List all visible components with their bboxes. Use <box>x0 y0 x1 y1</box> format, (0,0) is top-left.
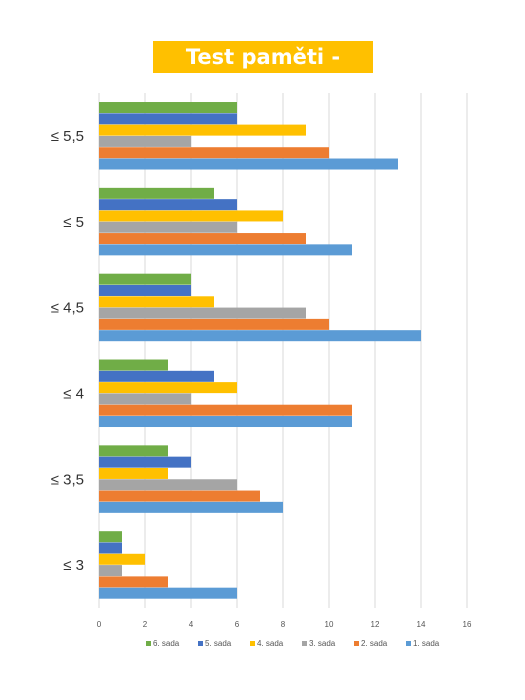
legend-swatch <box>146 641 151 646</box>
bar-2-sada-0 <box>99 576 168 588</box>
bar-3-sada-3 <box>99 307 306 319</box>
bar-4-sada-3 <box>99 296 214 308</box>
category-label: ≤ 5,5 <box>51 128 84 145</box>
bar-1-sada-3 <box>99 330 421 342</box>
bar-4-sada-0 <box>99 553 145 565</box>
legend-label: 2. sada <box>361 639 388 648</box>
category-label: ≤ 3,5 <box>51 471 84 488</box>
bar-1-sada-2 <box>99 416 352 428</box>
x-tick-label: 14 <box>417 620 426 629</box>
x-tick-label: 6 <box>235 620 240 629</box>
x-tick-labels: 0 2 4 6 8 10 12 14 16 <box>97 620 472 629</box>
category-label: ≤ 5 <box>63 214 84 231</box>
category-label: ≤ 3 <box>63 557 84 574</box>
bar-1-sada-1 <box>99 501 283 513</box>
bar-5-sada-3 <box>99 284 191 296</box>
bar-6-sada-5 <box>99 102 237 114</box>
bar-5-sada-5 <box>99 113 237 125</box>
legend-swatch <box>406 641 411 646</box>
bar-4-sada-2 <box>99 382 237 394</box>
x-tick-label: 2 <box>143 620 148 629</box>
legend-swatch <box>354 641 359 646</box>
bar-2-sada-5 <box>99 147 329 159</box>
bar-2-sada-3 <box>99 318 329 330</box>
x-tick-label: 16 <box>463 620 472 629</box>
x-tick-label: 4 <box>189 620 194 629</box>
gridlines <box>98 93 468 608</box>
bar-1-sada-4 <box>99 244 352 256</box>
bar-2-sada-4 <box>99 233 306 245</box>
bar-6-sada-1 <box>99 445 168 457</box>
bar-6-sada-2 <box>99 359 168 371</box>
legend-label: 1. sada <box>413 639 440 648</box>
bar-2-sada-2 <box>99 404 352 416</box>
legend-swatch <box>250 641 255 646</box>
legend-label: 3. sada <box>309 639 336 648</box>
bar-5-sada-1 <box>99 456 191 468</box>
legend-label: 6. sada <box>153 639 180 648</box>
chart-title: Test paměti - výsledky <box>153 41 373 101</box>
x-tick-label: 8 <box>281 620 286 629</box>
legend-swatch <box>302 641 307 646</box>
bar-4-sada-4 <box>99 210 283 222</box>
category-label: ≤ 4 <box>63 385 84 402</box>
bar-3-sada-1 <box>99 479 237 491</box>
bar-4-sada-5 <box>99 124 306 136</box>
x-tick-label: 0 <box>97 620 102 629</box>
legend-label: 4. sada <box>257 639 284 648</box>
bar-6-sada-4 <box>99 187 214 199</box>
legend: 6. sada 5. sada 4. sada 3. sada 2. sada 1. sa… <box>146 639 440 648</box>
category-label: ≤ 4,5 <box>51 300 84 317</box>
bar-1-sada-5 <box>99 158 398 170</box>
x-tick-label: 12 <box>371 620 380 629</box>
bar-3-sada-5 <box>99 135 191 147</box>
x-tick-label: 10 <box>325 620 334 629</box>
legend-label: 5. sada <box>205 639 232 648</box>
bar-5-sada-4 <box>99 199 237 211</box>
category-labels: ≤ 3 ≤ 3,5 ≤ 4 ≤ 4,5 ≤ 5 ≤ 5,5 <box>51 128 84 574</box>
bars <box>99 102 421 599</box>
bar-5-sada-0 <box>99 542 122 554</box>
bar-5-sada-2 <box>99 370 214 382</box>
bar-4-sada-1 <box>99 467 168 479</box>
bar-3-sada-4 <box>99 221 237 233</box>
legend-swatch <box>198 641 203 646</box>
bar-6-sada-0 <box>99 531 122 543</box>
bar-6-sada-3 <box>99 273 191 285</box>
bar-1-sada-0 <box>99 587 237 599</box>
bar-3-sada-0 <box>99 565 122 577</box>
bar-3-sada-2 <box>99 393 191 405</box>
bar-2-sada-1 <box>99 490 260 502</box>
